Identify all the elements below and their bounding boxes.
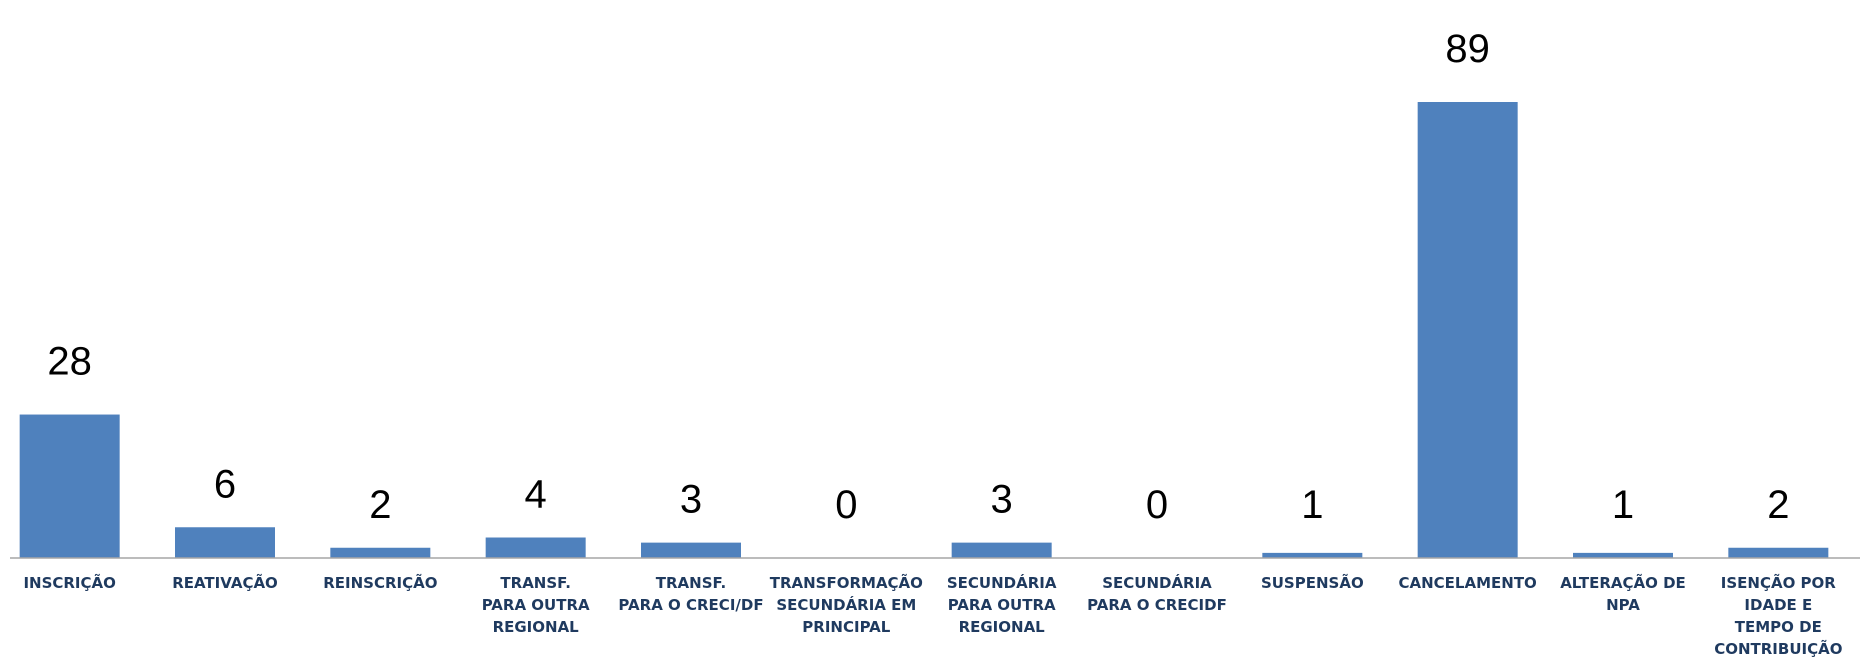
- category-label-line: TRANSFORMAÇÃO: [770, 573, 923, 592]
- category-label-line: SECUNDÁRIA EM: [776, 595, 916, 614]
- category-tick-label: TRANSF. PARA O CRECI/DF: [618, 574, 763, 614]
- data-label: 0: [835, 483, 857, 527]
- category-label-line: REATIVAÇÃO: [172, 573, 278, 592]
- data-label: 4: [525, 473, 547, 517]
- category-tick-label: ALTERAÇÃO DE NPA: [1560, 573, 1686, 614]
- bar: [1573, 552, 1673, 558]
- category-label-line: SECUNDÁRIA: [947, 573, 1057, 592]
- bar: [19, 414, 120, 558]
- category-tick-label: CANCELAMENTO: [1399, 574, 1537, 592]
- bar: [1417, 102, 1518, 558]
- category-tick-label: SECUNDÁRIA PARA O CRECIDF: [1087, 573, 1227, 614]
- category-tick-label: INSCRIÇÃO: [23, 573, 115, 592]
- category-tick-label: TRANSF. PARA OUTRA REGIONAL: [482, 574, 590, 636]
- data-label: 3: [991, 478, 1013, 522]
- data-label: 6: [214, 462, 236, 506]
- category-label-line: NPA: [1606, 596, 1640, 614]
- data-label: 2: [1767, 483, 1789, 527]
- value-labels-group: 28 6 2 4 3 0 3 0 1 89 1 2: [47, 27, 1789, 527]
- category-tick-label: SECUNDÁRIA PARA OUTRA REGIONAL: [947, 573, 1057, 636]
- data-label: 0: [1146, 483, 1168, 527]
- bar: [951, 542, 1052, 558]
- category-label-line: CONTRIBUIÇÃO: [1714, 639, 1842, 658]
- category-label-line: IDADE E: [1744, 596, 1812, 614]
- category-label-line: TRANSF.: [656, 574, 727, 592]
- category-tick-label: SUSPENSÃO: [1261, 573, 1364, 592]
- category-label-line: PARA O CRECIDF: [1087, 596, 1227, 614]
- data-label: 2: [369, 483, 391, 527]
- category-label-line: INSCRIÇÃO: [23, 573, 115, 592]
- category-label-line: PARA O CRECI/DF: [618, 596, 763, 614]
- bar: [330, 547, 431, 558]
- data-label: 3: [680, 478, 702, 522]
- bar: [175, 527, 275, 558]
- category-label-line: PARA OUTRA: [482, 596, 590, 614]
- category-label-line: PRINCIPAL: [802, 618, 890, 636]
- data-label: 28: [47, 340, 92, 384]
- category-label-line: TEMPO DE: [1735, 618, 1822, 636]
- category-label-line: REGIONAL: [959, 618, 1046, 636]
- category-tick-label: TRANSFORMAÇÃO SECUNDÁRIA EM PRINCIPAL: [770, 573, 923, 636]
- bar: [485, 537, 586, 558]
- category-tick-label: REINSCRIÇÃO: [323, 573, 437, 592]
- category-label-line: TRANSF.: [500, 574, 571, 592]
- bars-group: [19, 102, 1829, 558]
- bar: [641, 542, 741, 558]
- category-label-line: ISENÇÃO POR: [1721, 573, 1837, 592]
- data-label: 1: [1612, 483, 1634, 527]
- category-tick-label: ISENÇÃO POR IDADE E TEMPO DE CONTRIBUIÇÃO: [1714, 573, 1842, 658]
- category-label-line: SECUNDÁRIA: [1102, 573, 1212, 592]
- bar: [1728, 547, 1829, 558]
- category-label-line: REGIONAL: [493, 618, 580, 636]
- data-label: 1: [1301, 483, 1323, 527]
- category-label-line: SUSPENSÃO: [1261, 573, 1364, 592]
- category-label-line: REINSCRIÇÃO: [323, 573, 437, 592]
- data-label: 89: [1445, 27, 1490, 71]
- category-label-line: PARA OUTRA: [948, 596, 1056, 614]
- bar: [1262, 552, 1363, 558]
- category-tick-label: REATIVAÇÃO: [172, 573, 278, 592]
- category-label-line: ALTERAÇÃO DE: [1560, 573, 1686, 592]
- category-label-line: CANCELAMENTO: [1399, 574, 1537, 592]
- category-labels-group: INSCRIÇÃO REATIVAÇÃO REINSCRIÇÃO TRANSF. PAR…: [23, 573, 1842, 658]
